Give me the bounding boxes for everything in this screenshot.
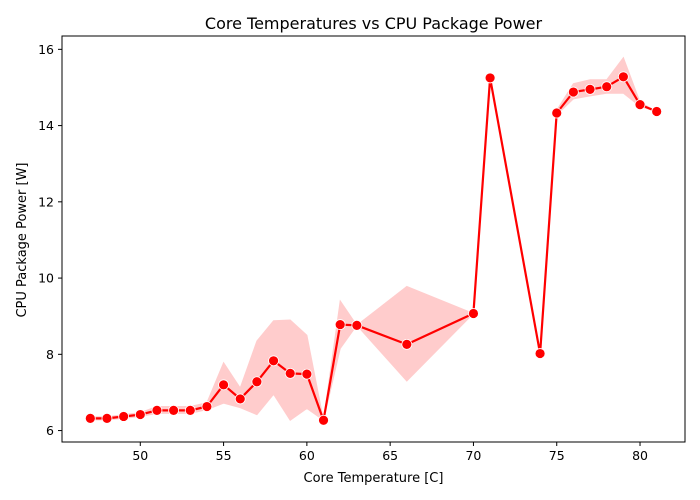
y-tick-label: 16: [38, 42, 54, 57]
data-point: [234, 393, 246, 405]
data-point: [551, 107, 563, 119]
y-tick-label: 6: [46, 423, 54, 438]
data-point: [168, 404, 180, 416]
y-tick-label: 10: [38, 271, 54, 286]
y-tick-label: 8: [46, 347, 54, 362]
series-line: [90, 75, 658, 422]
data-point: [601, 81, 613, 93]
data-point: [151, 404, 163, 416]
axes-frame: [61, 35, 686, 443]
data-point: [318, 414, 329, 426]
data-point: [334, 319, 346, 330]
y-tick-label: 12: [38, 194, 54, 209]
x-tick-label: 50: [132, 448, 148, 463]
data-point: [617, 71, 629, 83]
x-tick-label: 55: [216, 448, 232, 463]
data-point: [284, 367, 296, 379]
data-point: [134, 409, 146, 420]
y-axis: 6 8 10 12 14 16: [38, 42, 62, 438]
data-point: [118, 411, 130, 422]
data-point: [251, 376, 263, 388]
x-tick-label: 70: [465, 448, 481, 463]
x-axis-title: Core Temperature [C]: [304, 471, 444, 486]
x-tick-label: 80: [632, 448, 648, 463]
data-point: [634, 99, 646, 111]
x-tick-label: 65: [382, 448, 398, 463]
data-point: [468, 308, 479, 319]
data-point: [651, 106, 663, 117]
data-point: [268, 355, 279, 367]
data-point: [218, 379, 229, 391]
plot-area: [84, 56, 663, 426]
x-tick-label: 75: [549, 448, 565, 463]
data-point: [351, 319, 363, 331]
data-point: [484, 72, 496, 84]
data-point: [84, 412, 96, 424]
x-axis: 50 55 60 65 70 75 80: [132, 442, 648, 463]
y-axis-title: CPU Package Power [W]: [15, 162, 30, 317]
chart-title: Core Temperatures vs CPU Package Power: [205, 14, 543, 33]
data-point: [534, 348, 546, 359]
data-point: [567, 86, 579, 98]
data-point: [401, 339, 413, 350]
y-tick-label: 14: [38, 118, 54, 133]
data-point: [184, 404, 196, 416]
data-point: [584, 83, 596, 95]
data-point: [301, 368, 313, 380]
x-tick-label: 60: [299, 448, 315, 463]
data-point: [101, 412, 113, 424]
data-point: [201, 401, 213, 412]
